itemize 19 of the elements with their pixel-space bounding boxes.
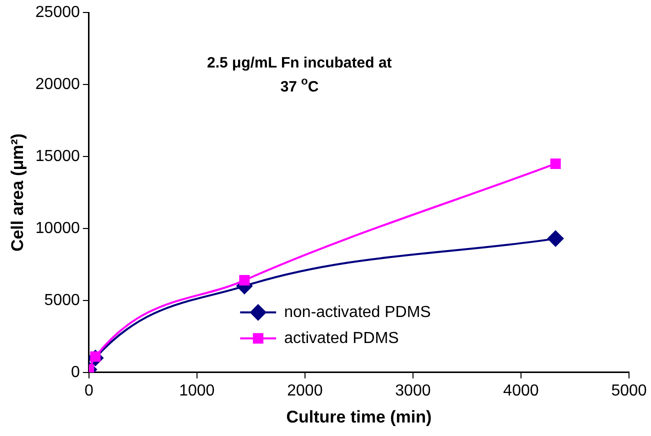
legend-label: activated PDMS (284, 330, 399, 347)
legend-label: non-activated PDMS (284, 304, 431, 321)
x-axis-title: Culture time (min) (286, 407, 432, 426)
y-tick-label: 25000 (35, 4, 80, 22)
x-tick-label: 4000 (503, 382, 539, 400)
point (550, 158, 561, 169)
point (239, 275, 250, 286)
y-tick-label: 15000 (35, 148, 80, 165)
x-tick-label: 0 (84, 382, 94, 400)
y-axis-title: Cell area (μm²) (8, 133, 27, 252)
x-tick-label: 1000 (179, 382, 215, 400)
x-tick-label: 2000 (287, 382, 323, 400)
x-tick-label: 3000 (395, 382, 431, 400)
y-tick-label: 5000 (44, 292, 80, 309)
point (548, 230, 564, 247)
y-tick-label: 10000 (35, 220, 80, 237)
y-tick-label: 20000 (35, 76, 80, 93)
y-tick-label: 0 (70, 364, 80, 381)
x-tick-label: 5000 (611, 382, 647, 400)
